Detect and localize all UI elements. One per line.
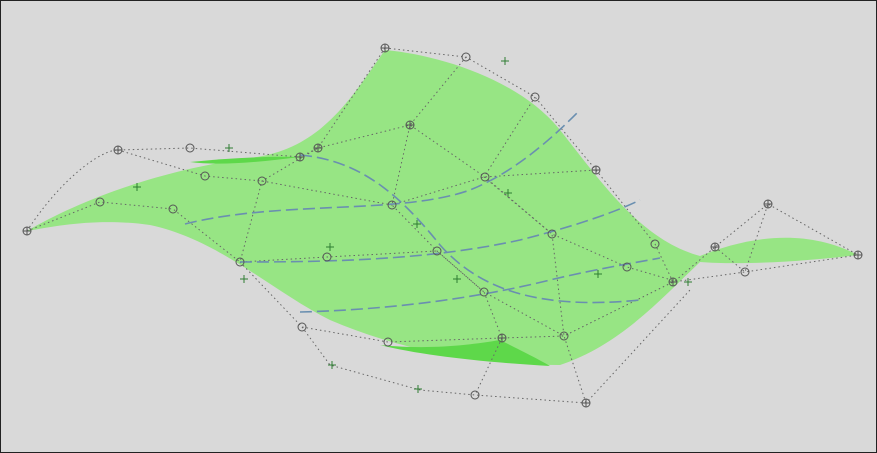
control-crosses [23, 44, 862, 407]
surface-fold [380, 340, 550, 366]
surface-patch [27, 50, 858, 365]
knot-markers [133, 57, 692, 393]
surface-fold [190, 156, 300, 164]
surface [27, 50, 858, 366]
